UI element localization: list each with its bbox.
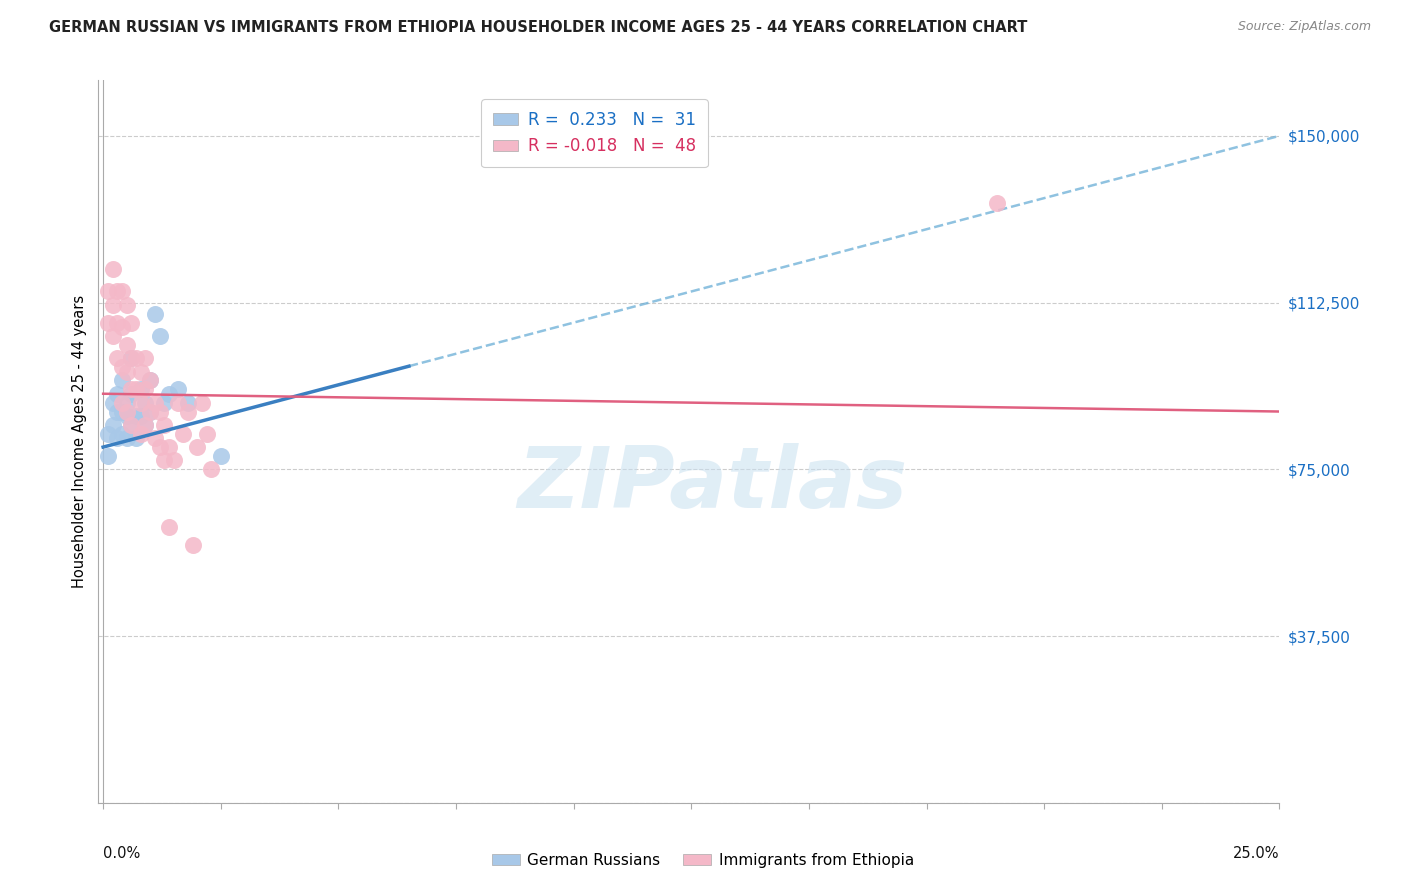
Point bbox=[115, 431, 138, 445]
Point bbox=[97, 449, 120, 463]
Point bbox=[143, 395, 166, 409]
Point bbox=[172, 426, 194, 441]
Point bbox=[134, 395, 156, 409]
Point bbox=[209, 449, 232, 463]
Point bbox=[105, 431, 128, 445]
Point bbox=[111, 404, 134, 418]
Point bbox=[200, 462, 222, 476]
Point bbox=[167, 382, 190, 396]
Point bbox=[139, 404, 162, 418]
Point bbox=[129, 395, 152, 409]
Point bbox=[120, 351, 142, 366]
Point bbox=[163, 453, 186, 467]
Point bbox=[115, 395, 138, 409]
Point bbox=[125, 382, 148, 396]
Point bbox=[111, 360, 134, 375]
Point bbox=[181, 538, 204, 552]
Point bbox=[134, 351, 156, 366]
Point bbox=[157, 386, 180, 401]
Point bbox=[101, 329, 124, 343]
Point bbox=[191, 395, 214, 409]
Point bbox=[97, 285, 120, 299]
Point bbox=[139, 373, 162, 387]
Point bbox=[177, 395, 200, 409]
Point bbox=[139, 373, 162, 387]
Point bbox=[105, 285, 128, 299]
Point bbox=[157, 440, 180, 454]
Point bbox=[115, 338, 138, 352]
Point bbox=[101, 298, 124, 312]
Point bbox=[120, 351, 142, 366]
Point bbox=[186, 440, 208, 454]
Point bbox=[149, 329, 172, 343]
Point bbox=[125, 409, 148, 423]
Point bbox=[134, 382, 156, 396]
Point bbox=[120, 382, 142, 396]
Point bbox=[97, 426, 120, 441]
Point bbox=[129, 364, 152, 378]
Point bbox=[129, 409, 152, 423]
Point bbox=[115, 404, 138, 418]
Point bbox=[105, 316, 128, 330]
Text: 25.0%: 25.0% bbox=[1233, 847, 1279, 861]
Point bbox=[105, 351, 128, 366]
Point bbox=[149, 440, 172, 454]
Text: ZIPatlas: ZIPatlas bbox=[517, 443, 908, 526]
Point bbox=[111, 320, 134, 334]
Point bbox=[149, 404, 172, 418]
Point bbox=[120, 417, 142, 432]
Point bbox=[153, 453, 176, 467]
Point bbox=[134, 417, 156, 432]
Point bbox=[115, 364, 138, 378]
Point bbox=[143, 431, 166, 445]
Point bbox=[134, 417, 156, 432]
Point bbox=[120, 417, 142, 432]
Point bbox=[177, 404, 200, 418]
Point bbox=[986, 195, 1008, 210]
Point bbox=[97, 316, 120, 330]
Legend: R =  0.233   N =  31, R = -0.018   N =  48: R = 0.233 N = 31, R = -0.018 N = 48 bbox=[481, 99, 707, 167]
Point bbox=[195, 426, 218, 441]
Text: 0.0%: 0.0% bbox=[103, 847, 141, 861]
Point bbox=[129, 382, 152, 396]
Text: Source: ZipAtlas.com: Source: ZipAtlas.com bbox=[1237, 20, 1371, 33]
Point bbox=[115, 409, 138, 423]
Point bbox=[143, 307, 166, 321]
Point bbox=[111, 395, 134, 409]
Point bbox=[125, 351, 148, 366]
Point bbox=[153, 417, 176, 432]
Point bbox=[105, 386, 128, 401]
Point bbox=[111, 285, 134, 299]
Point bbox=[120, 316, 142, 330]
Point bbox=[157, 520, 180, 534]
Point bbox=[101, 395, 124, 409]
Point bbox=[111, 373, 134, 387]
Y-axis label: Householder Income Ages 25 - 44 years: Householder Income Ages 25 - 44 years bbox=[72, 295, 87, 588]
Legend: German Russians, Immigrants from Ethiopia: German Russians, Immigrants from Ethiopi… bbox=[486, 847, 920, 873]
Point bbox=[101, 262, 124, 277]
Point bbox=[129, 426, 152, 441]
Point bbox=[139, 404, 162, 418]
Point bbox=[101, 417, 124, 432]
Point bbox=[153, 395, 176, 409]
Point bbox=[167, 395, 190, 409]
Text: GERMAN RUSSIAN VS IMMIGRANTS FROM ETHIOPIA HOUSEHOLDER INCOME AGES 25 - 44 YEARS: GERMAN RUSSIAN VS IMMIGRANTS FROM ETHIOP… bbox=[49, 20, 1028, 35]
Point bbox=[111, 426, 134, 441]
Point bbox=[105, 404, 128, 418]
Point bbox=[115, 298, 138, 312]
Point bbox=[120, 386, 142, 401]
Point bbox=[125, 431, 148, 445]
